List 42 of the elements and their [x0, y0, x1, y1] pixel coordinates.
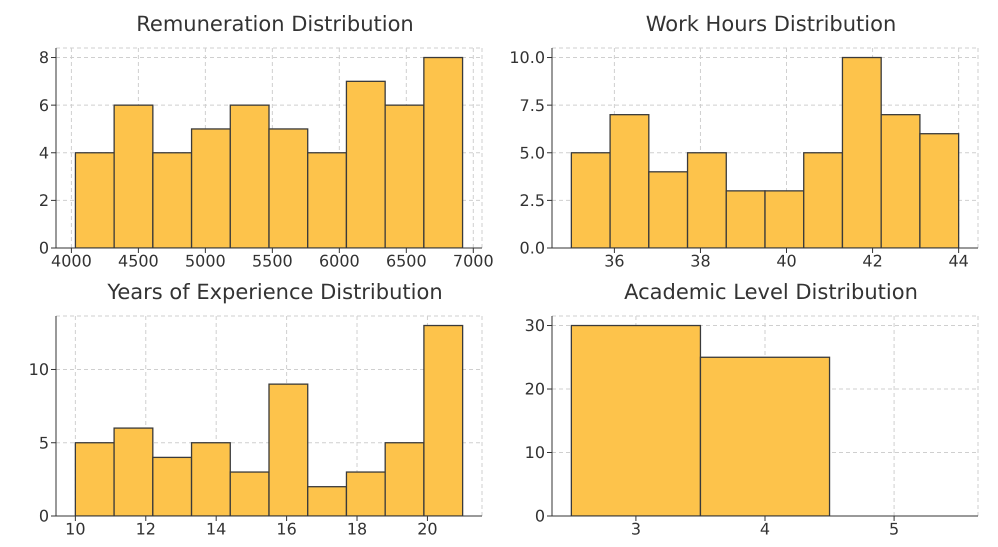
x-tick-label: 4000: [51, 251, 92, 270]
y-tick-label: 7.5: [520, 96, 545, 115]
x-tick-label: 16: [276, 519, 297, 538]
y-tick-label: 10.0: [509, 48, 545, 68]
y-tick-label: 2.5: [520, 191, 545, 210]
y-tick-label: 0.0: [520, 238, 545, 258]
y-tick-label: 10: [28, 360, 49, 380]
y-tick-label: 0: [38, 238, 49, 258]
y-tick-label: 10: [524, 443, 545, 462]
y-tick-label: 4: [38, 143, 49, 162]
y-tick-label: 20: [524, 380, 545, 399]
chart-title: Remuneration Distribution: [135, 11, 415, 38]
y-tick-label: 5: [38, 433, 49, 452]
y-tick-label: 0: [534, 506, 545, 526]
x-tick-label: 5: [888, 519, 900, 538]
x-tick-label: 4500: [118, 251, 159, 270]
x-tick-label: 14: [206, 519, 226, 538]
y-tick-label: 5.0: [520, 143, 545, 162]
x-tick-label: 7000: [452, 251, 494, 270]
x-tick-label: 20: [417, 519, 438, 538]
x-tick-label: 5000: [185, 251, 226, 270]
chart-title: Academic Level Distribution: [623, 279, 919, 306]
x-tick-label: 5500: [252, 251, 293, 270]
x-tick-label: 4: [760, 519, 770, 538]
x-tick-label: 6000: [318, 251, 360, 270]
x-tick-label: 40: [776, 251, 797, 270]
x-tick-label: 3: [630, 519, 642, 538]
x-tick-label: 6500: [386, 251, 427, 270]
x-tick-label: 10: [65, 519, 86, 538]
x-tick-label: 44: [948, 251, 969, 270]
y-tick-label: 30: [524, 316, 545, 336]
x-tick-label: 38: [690, 251, 711, 270]
y-tick-label: 2: [38, 191, 49, 210]
chart-title: Years of Experience Distribution: [106, 279, 444, 306]
x-tick-label: 36: [604, 251, 625, 270]
chart-title: Work Hours Distribution: [644, 11, 898, 38]
x-tick-label: 42: [862, 251, 883, 270]
x-tick-label: 18: [346, 519, 368, 538]
y-tick-label: 6: [38, 96, 49, 115]
x-tick-label: 12: [136, 519, 156, 538]
y-tick-label: 8: [38, 48, 49, 68]
y-tick-label: 0: [38, 506, 49, 526]
